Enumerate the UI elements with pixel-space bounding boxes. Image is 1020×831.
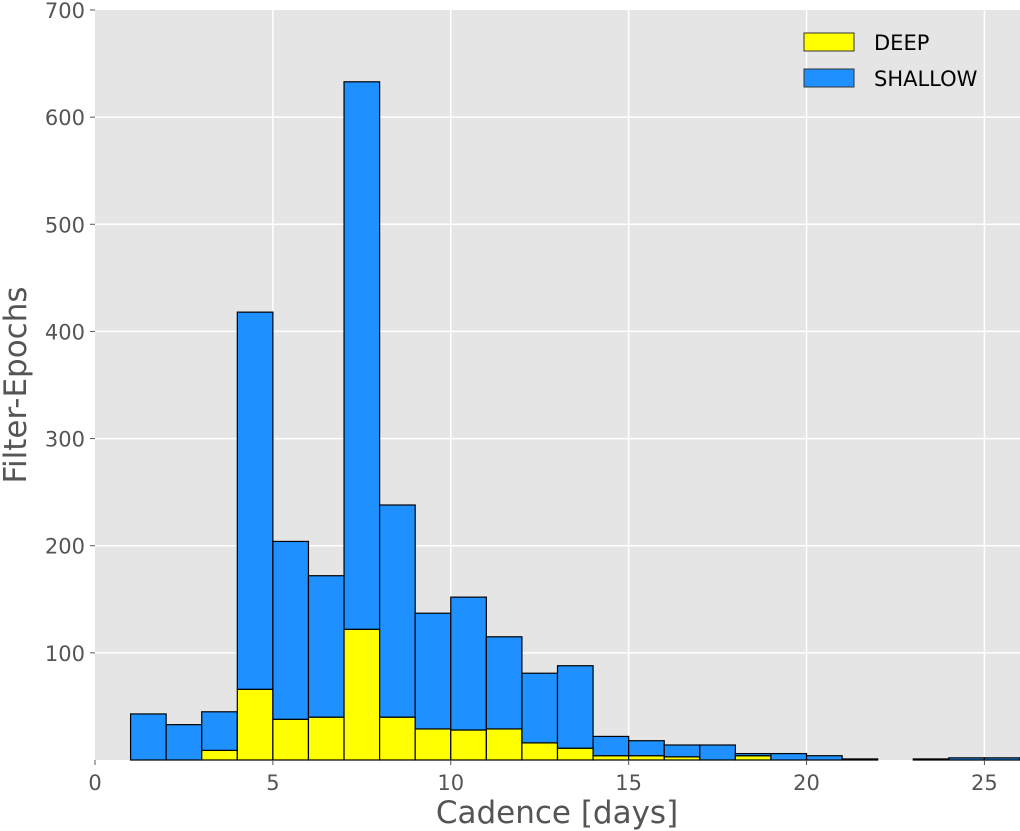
bar-shallow [414, 612, 452, 730]
bar-shallow [912, 758, 950, 761]
bar-deep [485, 728, 523, 761]
bar-shallow [307, 575, 345, 718]
x-tick-label: 5 [266, 771, 279, 795]
bar-shallow [841, 758, 879, 761]
bar-shallow [734, 752, 772, 757]
bar-shallow [948, 757, 986, 761]
y-tick-label: 100 [45, 642, 85, 666]
bar-deep [236, 688, 274, 761]
bar-shallow [201, 711, 238, 751]
bar-deep [556, 747, 594, 761]
bar-shallow [165, 724, 203, 761]
bar-shallow [236, 311, 274, 690]
bar-shallow [272, 540, 310, 720]
bar-shallow [556, 665, 594, 749]
bar-deep [414, 728, 452, 761]
legend-label-shallow: SHALLOW [874, 67, 978, 91]
bar-shallow [770, 752, 808, 761]
x-tick-label: 15 [615, 771, 642, 795]
bar-deep [379, 716, 416, 761]
bar-shallow [983, 757, 1020, 761]
bar-deep [201, 749, 238, 761]
bar-shallow [343, 81, 381, 630]
x-tick-label: 25 [971, 771, 998, 795]
x-tick-label: 0 [88, 771, 101, 795]
bar-shallow [485, 636, 523, 730]
legend: DEEP SHALLOW [803, 31, 978, 91]
y-tick-label: 400 [45, 320, 85, 344]
y-tick-label: 600 [45, 106, 85, 130]
y-tick-label: 700 [45, 0, 85, 23]
bar-shallow [450, 596, 487, 731]
x-tick-label: 20 [793, 771, 820, 795]
x-axis-label: Cadence [days] [436, 795, 678, 831]
bar-deep [592, 755, 630, 761]
bar-shallow [699, 744, 736, 761]
bar-deep [734, 755, 772, 761]
x-axis-ticks: 0 5 10 15 20 25 [88, 760, 998, 795]
x-tick-label: 10 [437, 771, 464, 795]
bar-deep [343, 628, 381, 761]
y-tick-label: 200 [45, 535, 85, 559]
bar-shallow [663, 744, 701, 758]
plot-background [95, 10, 1020, 760]
y-axis-label: Filter-Epochs [0, 286, 34, 483]
bar-shallow [129, 713, 167, 761]
legend-swatch-shallow [803, 68, 855, 88]
bar-shallow [379, 504, 416, 718]
bar-deep [307, 716, 345, 761]
bar-deep [272, 718, 310, 761]
legend-swatch-deep [803, 32, 855, 52]
y-axis-ticks: 100 200 300 400 500 600 700 [45, 0, 95, 666]
bars [129, 81, 1020, 761]
bar-shallow [592, 735, 630, 757]
y-tick-label: 500 [45, 213, 85, 237]
bar-shallow [521, 672, 559, 744]
y-tick-label: 300 [45, 428, 85, 452]
legend-label-deep: DEEP [874, 31, 929, 55]
bar-deep [450, 729, 487, 761]
bar-deep [628, 755, 665, 761]
bar-shallow [628, 740, 665, 757]
bar-deep [521, 742, 559, 761]
bar-shallow [805, 755, 843, 761]
